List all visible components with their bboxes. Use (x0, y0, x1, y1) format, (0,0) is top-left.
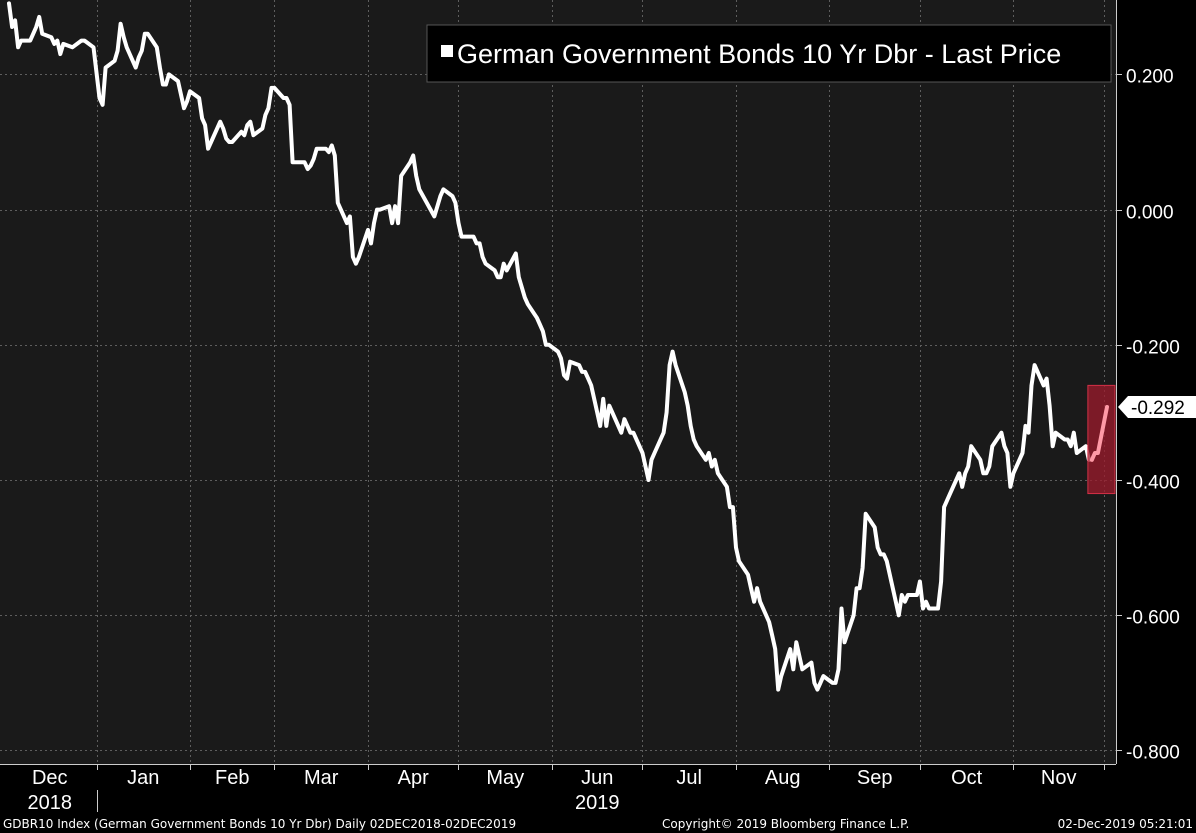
x-tick-label: Jan (127, 767, 159, 789)
series-line-latest (1089, 405, 1109, 462)
series-layer (7, 1, 1094, 692)
legend: German Government Bonds 10 Yr Dbr - Last… (426, 24, 1112, 83)
legend-swatch (441, 45, 453, 57)
x-tick-label: Oct (951, 767, 983, 789)
x-tick-label: Feb (215, 767, 249, 789)
x-tick-label: Dec (32, 767, 68, 789)
last-value-marker: -0.292 (1087, 384, 1196, 495)
last-value-tag (1118, 396, 1196, 419)
x-year-label: 2018 (28, 792, 73, 814)
footer-index-info: GDBR10 Index (German Government Bonds 10… (3, 817, 517, 831)
x-tick-label: Nov (1041, 767, 1077, 789)
footer-copyright: Copyright© 2019 Bloomberg Finance L.P. (662, 817, 910, 831)
series-line (7, 1, 1094, 692)
x-tick-label: Mar (304, 767, 339, 789)
x-axis: Dec Jan Feb Mar Apr May Jun Jul Aug Sep Oct Nov 2018… (0, 764, 1116, 814)
x-tick-label: May (486, 767, 524, 789)
x-year-label: 2019 (575, 792, 620, 814)
x-tick-label: Sep (857, 767, 893, 789)
y-tick-label: 0.200 (1126, 67, 1174, 88)
plot-area (0, 0, 1116, 764)
x-tick-label: Jun (581, 767, 613, 789)
y-tick-label: -0.200 (1126, 338, 1180, 359)
grid-layer (0, 0, 1116, 764)
line-chart: 0.200 0.000 -0.200 -0.400 -0.600 -0.800 Dec Ja… (0, 0, 1196, 814)
legend-box (426, 24, 1112, 83)
y-axis: 0.200 0.000 -0.200 -0.400 -0.600 -0.800 (1116, 0, 1180, 764)
x-tick-label: Aug (765, 767, 801, 789)
y-tick-label: 0.000 (1126, 203, 1174, 224)
y-tick-label: -0.600 (1126, 608, 1180, 629)
footer: GDBR10 Index (German Government Bonds 10… (0, 815, 1196, 833)
y-tick-label: -0.800 (1126, 743, 1180, 764)
x-tick-label: Jul (676, 767, 702, 789)
x-tick-label: Apr (398, 767, 429, 789)
footer-timestamp: 02-Dec-2019 05:21:01 (1057, 817, 1193, 831)
legend-label: German Government Bonds 10 Yr Dbr - Last… (457, 39, 1061, 69)
last-value-label: -0.292 (1131, 398, 1185, 419)
y-tick-label: -0.400 (1126, 473, 1180, 494)
